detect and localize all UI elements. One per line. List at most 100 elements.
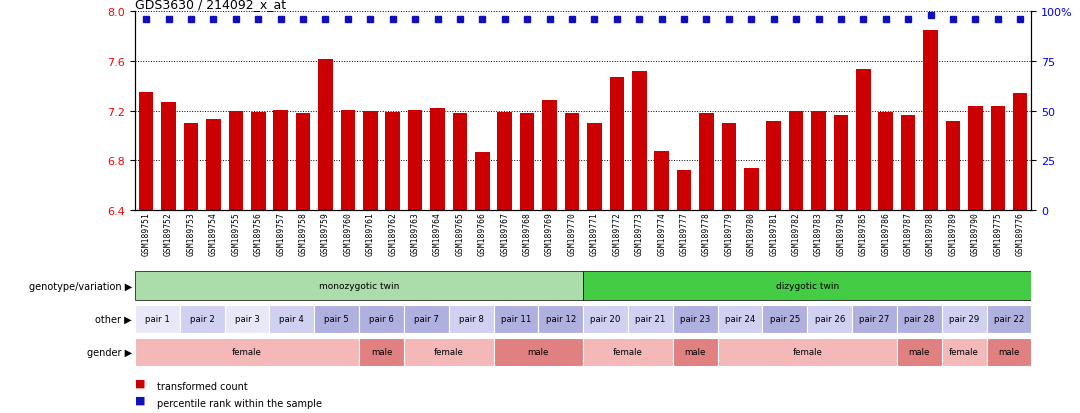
Text: GSM189763: GSM189763 — [410, 212, 420, 256]
Bar — [968, 107, 983, 211]
Text: pair 23: pair 23 — [680, 315, 711, 323]
Bar — [225, 305, 270, 333]
Bar — [273, 110, 288, 211]
Text: GDS3630 / 214092_x_at: GDS3630 / 214092_x_at — [135, 0, 286, 11]
Text: GSM189771: GSM189771 — [590, 212, 599, 256]
Bar — [654, 151, 669, 211]
Bar — [946, 121, 960, 211]
Text: other ▶: other ▶ — [95, 314, 132, 324]
Text: female: female — [949, 348, 980, 356]
Text: pair 28: pair 28 — [904, 315, 934, 323]
Text: pair 1: pair 1 — [145, 315, 170, 323]
Bar — [673, 305, 717, 333]
Bar — [498, 113, 512, 211]
Bar — [314, 305, 359, 333]
Text: pair 24: pair 24 — [725, 315, 755, 323]
Text: female: female — [613, 348, 643, 356]
Text: GSM189785: GSM189785 — [859, 212, 868, 256]
Text: GSM189776: GSM189776 — [1015, 212, 1025, 256]
Text: GSM189769: GSM189769 — [545, 212, 554, 256]
Bar — [340, 110, 355, 211]
Text: pair 3: pair 3 — [234, 315, 259, 323]
Bar — [542, 100, 557, 211]
Text: GSM189761: GSM189761 — [366, 212, 375, 256]
Bar — [673, 338, 717, 366]
Bar — [386, 113, 400, 211]
Bar — [896, 305, 942, 333]
Text: dizygotic twin: dizygotic twin — [775, 282, 839, 290]
Bar — [135, 305, 179, 333]
Bar — [721, 124, 737, 211]
Bar — [519, 114, 535, 211]
Bar — [184, 124, 199, 211]
Text: transformed count: transformed count — [157, 381, 247, 391]
Bar — [807, 305, 852, 333]
Text: GSM189757: GSM189757 — [276, 212, 285, 256]
Text: GSM189773: GSM189773 — [635, 212, 644, 256]
Text: genotype/variation ▶: genotype/variation ▶ — [28, 281, 132, 291]
Text: pair 22: pair 22 — [994, 315, 1024, 323]
Text: GSM189759: GSM189759 — [321, 212, 330, 256]
Text: GSM189756: GSM189756 — [254, 212, 262, 256]
Text: GSM189770: GSM189770 — [567, 212, 577, 256]
Bar — [878, 113, 893, 211]
Text: GSM189753: GSM189753 — [187, 212, 195, 256]
Bar — [629, 305, 673, 333]
Text: ■: ■ — [135, 395, 146, 405]
Bar — [206, 120, 220, 211]
Text: pair 7: pair 7 — [414, 315, 438, 323]
Bar — [251, 113, 266, 211]
Text: GSM189754: GSM189754 — [208, 212, 218, 256]
Bar — [565, 114, 579, 211]
Text: GSM189782: GSM189782 — [792, 212, 800, 256]
Bar — [494, 305, 538, 333]
Bar — [229, 112, 243, 211]
Text: GSM189780: GSM189780 — [746, 212, 756, 256]
Text: pair 20: pair 20 — [591, 315, 621, 323]
Text: pair 29: pair 29 — [949, 315, 980, 323]
Bar — [834, 115, 848, 211]
Text: GSM189790: GSM189790 — [971, 212, 980, 256]
Bar — [811, 112, 826, 211]
Bar — [1013, 94, 1027, 211]
Text: pair 5: pair 5 — [324, 315, 349, 323]
Bar — [942, 305, 987, 333]
Bar — [767, 121, 781, 211]
Text: monozygotic twin: monozygotic twin — [319, 282, 400, 290]
Text: ■: ■ — [135, 378, 146, 388]
Bar — [139, 93, 153, 211]
Bar — [699, 114, 714, 211]
Bar — [453, 114, 468, 211]
Text: GSM189755: GSM189755 — [231, 212, 241, 256]
Bar — [449, 305, 494, 333]
Text: male: male — [685, 348, 706, 356]
Bar — [987, 338, 1031, 366]
Text: male: male — [998, 348, 1020, 356]
Bar — [404, 338, 494, 366]
Text: GSM189762: GSM189762 — [388, 212, 397, 256]
Text: GSM189789: GSM189789 — [948, 212, 958, 256]
Bar — [359, 338, 404, 366]
Text: male: male — [370, 348, 392, 356]
Bar — [852, 305, 896, 333]
Text: male: male — [908, 348, 930, 356]
Bar — [135, 338, 359, 366]
Bar — [270, 305, 314, 333]
Bar — [494, 338, 583, 366]
Text: GSM189768: GSM189768 — [523, 212, 531, 256]
Text: male: male — [528, 348, 549, 356]
Text: GSM189786: GSM189786 — [881, 212, 890, 256]
Text: GSM189777: GSM189777 — [679, 212, 689, 256]
Bar — [942, 338, 987, 366]
Text: pair 21: pair 21 — [635, 315, 665, 323]
Text: pair 6: pair 6 — [369, 315, 394, 323]
Bar — [632, 72, 647, 211]
Bar — [583, 272, 1031, 300]
Text: GSM189774: GSM189774 — [657, 212, 666, 256]
Bar — [744, 169, 758, 211]
Text: GSM189767: GSM189767 — [500, 212, 510, 256]
Bar — [583, 338, 673, 366]
Text: percentile rank within the sample: percentile rank within the sample — [157, 398, 322, 408]
Bar — [404, 305, 449, 333]
Text: female: female — [232, 348, 262, 356]
